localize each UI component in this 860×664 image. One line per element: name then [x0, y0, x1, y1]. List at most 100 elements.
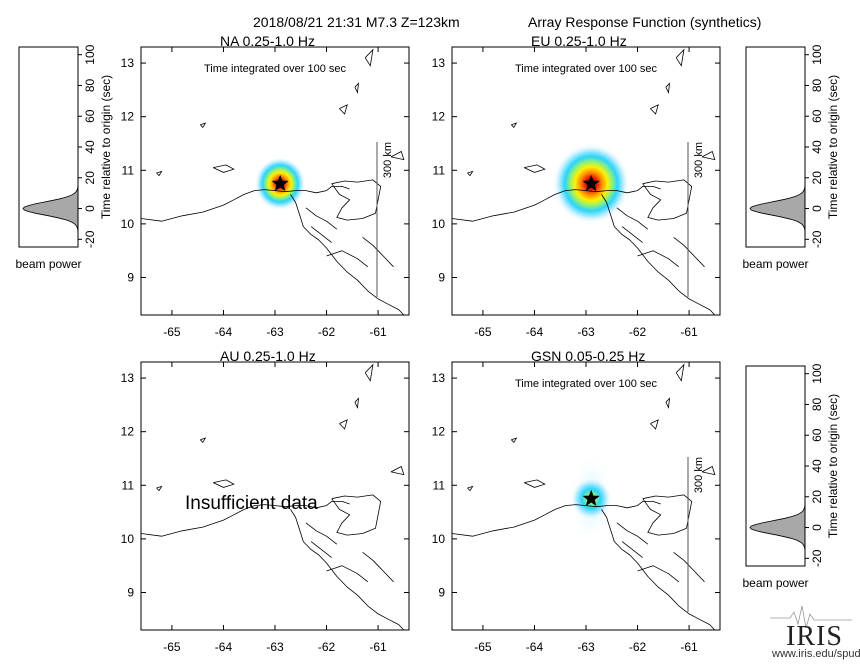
scale-bar-label: 300 km: [382, 142, 394, 178]
beam-power-trace: [749, 366, 806, 566]
beam-y-tick-label: 100: [83, 44, 97, 64]
island-outline: [390, 465, 405, 476]
beam-y-tick-label: -20: [810, 549, 824, 567]
coastline-venezuela: [141, 185, 350, 222]
beam-y-axis-label: Time relative to origin (sec): [99, 75, 113, 219]
x-tick-label: -63: [577, 325, 595, 339]
beam-y-tick-label: 80: [83, 78, 97, 92]
scale-bar-label: 300 km: [693, 142, 705, 178]
coastline-trinidad: [642, 179, 693, 221]
y-tick-label: 10: [432, 217, 446, 231]
y-tick-label: 9: [127, 270, 134, 284]
island-outline: [511, 437, 518, 444]
coastline-margarita: [213, 479, 235, 488]
coastline-trinidad: [331, 179, 382, 221]
coastline-trinidad: [331, 494, 382, 536]
map-panel-eu: 300 km -65 -64 -63 -62 -61 9 10 11 12 13 EU 0.25-1.…: [432, 33, 721, 339]
x-tick-label: -64: [526, 640, 544, 654]
x-tick-label: -62: [629, 640, 647, 654]
x-tick-label: -64: [215, 640, 233, 654]
island-outline: [200, 437, 207, 444]
beam-y-tick-label: 60: [83, 109, 97, 123]
x-tick-label: -65: [163, 640, 181, 654]
delta-channel: [621, 541, 643, 558]
beam-y-tick-label: 40: [810, 140, 824, 154]
panel-title: NA 0.25-1.0 Hz: [220, 33, 315, 49]
x-tick-label: -65: [474, 640, 492, 654]
island-outline: [364, 48, 374, 67]
island-outline: [354, 397, 360, 410]
island-outline: [339, 104, 348, 115]
x-tick-label: -61: [369, 325, 387, 339]
beam-y-tick-label: -20: [83, 230, 97, 248]
y-tick-label: 11: [433, 163, 446, 177]
delta-channel: [305, 207, 338, 230]
beam-y-tick-label: 100: [810, 44, 824, 64]
product-title: Array Response Function (synthetics): [528, 14, 761, 30]
delta-channel: [616, 207, 649, 230]
y-tick-label: 11: [122, 163, 135, 177]
coastline-venezuela: [141, 500, 350, 537]
y-tick-label: 12: [432, 110, 446, 124]
beam-power-label: beam power: [742, 576, 808, 590]
x-tick-label: -64: [526, 325, 544, 339]
island-outline: [156, 485, 163, 492]
beam-y-tick-label: 0: [83, 205, 97, 212]
x-tick-label: -65: [163, 325, 181, 339]
coastline-gulf-of-paria: [601, 509, 716, 630]
epicenter-star-icon: [582, 489, 600, 506]
beam-power-label: beam power: [742, 257, 808, 271]
island-outline: [354, 82, 360, 95]
y-tick-label: 9: [438, 270, 445, 284]
beam-y-axis-label: Time relative to origin (sec): [826, 394, 840, 538]
delta-channel: [673, 551, 705, 583]
delta-channel: [362, 236, 394, 268]
y-tick-label: 13: [432, 56, 446, 70]
beam-y-tick-label: 20: [810, 171, 824, 185]
island-outline: [156, 170, 163, 177]
seismogram-icon: [770, 605, 852, 629]
x-tick-label: -63: [266, 640, 284, 654]
x-tick-label: -62: [629, 325, 647, 339]
beam-y-tick-label: 80: [810, 397, 824, 411]
coastline-venezuela: [452, 185, 661, 222]
iris-logo: IRIS www.iris.edu/spud: [770, 605, 860, 660]
coastline-gulf-of-paria: [601, 194, 716, 315]
island-outline: [675, 48, 685, 67]
delta-channel: [673, 236, 705, 268]
island-outline: [665, 397, 671, 410]
coastline-margarita: [524, 479, 546, 488]
beam-y-axis-label: Time relative to origin (sec): [826, 75, 840, 219]
delta-channel: [637, 565, 680, 583]
x-tick-label: -65: [474, 325, 492, 339]
x-tick-label: -64: [215, 325, 233, 339]
beam-power-trace: [749, 47, 806, 247]
map-panel-na: 300 km -65 -64 -63 -62 -61 9 10 11 12 13 NA 0.25-1.…: [121, 33, 410, 339]
y-tick-label: 12: [121, 425, 135, 439]
x-tick-label: -62: [318, 325, 336, 339]
panel-subtitle: Time integrated over 100 sec: [204, 63, 347, 75]
y-tick-label: 13: [121, 371, 135, 385]
island-outline: [511, 122, 518, 129]
island-outline: [467, 485, 474, 492]
x-tick-label: -63: [266, 325, 284, 339]
y-tick-label: 11: [122, 478, 135, 492]
beam-y-tick-label: 100: [810, 363, 824, 383]
coastline-margarita: [524, 164, 546, 173]
logo-wordmark: IRIS: [786, 621, 843, 652]
x-tick-label: -61: [680, 325, 698, 339]
x-tick-label: -63: [577, 640, 595, 654]
panel-title: EU 0.25-1.0 Hz: [531, 33, 627, 49]
beam-power-label: beam power: [15, 257, 81, 271]
delta-channel: [616, 522, 649, 545]
island-outline: [467, 170, 474, 177]
beam-y-tick-label: 60: [810, 428, 824, 442]
island-outline: [650, 419, 659, 430]
beam-y-tick-label: 80: [810, 78, 824, 92]
island-outline: [675, 363, 685, 382]
x-tick-label: -61: [369, 640, 387, 654]
